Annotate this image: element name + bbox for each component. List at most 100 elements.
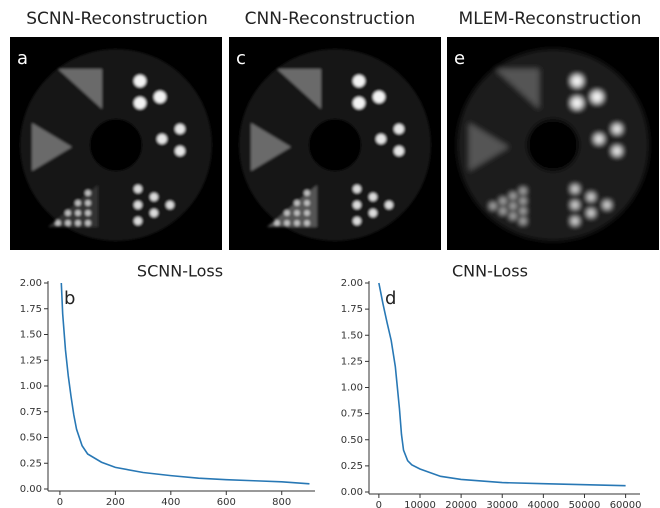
phantom-dot <box>150 209 158 217</box>
phantom-dot <box>510 213 516 219</box>
phantom-dot <box>134 185 142 193</box>
phantom-dot <box>353 201 361 209</box>
y-tick-label: 0.75 <box>20 407 42 418</box>
phantom-dot <box>591 91 603 103</box>
phantom-dot <box>175 124 185 134</box>
phantom-dot <box>353 97 365 109</box>
phantom-dot <box>520 198 526 204</box>
image-title: MLEM-Reconstruction <box>459 9 642 29</box>
phantom-dot <box>571 217 579 225</box>
phantom-dot <box>394 146 404 156</box>
phantom-dot <box>294 220 300 226</box>
phantom-dot <box>376 134 386 144</box>
phantom <box>457 49 649 241</box>
figure: SCNN-Reconstruction a CNN-Reconstruction c M… <box>0 0 660 508</box>
phantom-dot <box>510 193 516 199</box>
phantom-dot <box>353 75 365 87</box>
phantom-dot <box>490 203 496 209</box>
phantom-core <box>527 119 579 171</box>
y-tick-label: 1.75 <box>341 304 363 315</box>
y-tick-label: 0.50 <box>341 435 363 446</box>
phantom-dot <box>587 193 595 201</box>
phantom-dot <box>612 146 622 156</box>
phantom-dot <box>150 193 158 201</box>
phantom-dot <box>594 134 604 144</box>
loss-line <box>379 283 626 486</box>
panel-label: b <box>64 288 75 309</box>
panel-label: e <box>454 48 465 69</box>
y-tick-label: 1.00 <box>20 381 42 392</box>
phantom-dot <box>500 198 506 204</box>
phantom-dot <box>304 190 310 196</box>
phantom-dot <box>353 217 361 225</box>
phantom-dot <box>65 220 71 226</box>
phantom-dot <box>65 210 71 216</box>
chart-title: SCNN-Loss <box>137 262 223 281</box>
y-tick-label: 1.00 <box>341 383 363 394</box>
phantom-dot <box>134 75 146 87</box>
x-tick-label: 40000 <box>527 500 559 508</box>
phantom <box>20 49 212 241</box>
phantom-dot <box>500 208 506 214</box>
panel-label: c <box>236 48 246 69</box>
phantom-dot <box>373 91 385 103</box>
phantom-dot <box>284 220 290 226</box>
phantom-dot <box>369 193 377 201</box>
phantom-dot <box>134 217 142 225</box>
phantom-dot <box>520 188 526 194</box>
y-tick-label: 1.25 <box>341 356 363 367</box>
phantom-dot <box>85 190 91 196</box>
y-tick-label: 2.00 <box>20 278 42 289</box>
x-tick-label: 600 <box>217 497 236 508</box>
y-tick-label: 0.25 <box>20 458 42 469</box>
y-tick-label: 2.00 <box>341 278 363 289</box>
x-tick-label: 200 <box>106 497 125 508</box>
x-tick-label: 50000 <box>569 500 601 508</box>
x-tick-label: 0 <box>57 497 63 508</box>
x-tick-label: 60000 <box>610 500 642 508</box>
panel-label: a <box>17 48 28 69</box>
phantom-dot <box>571 97 583 109</box>
phantom-dot <box>85 220 91 226</box>
phantom-dot <box>304 210 310 216</box>
phantom-dot <box>520 218 526 224</box>
phantom-dot <box>175 146 185 156</box>
phantom-dot <box>385 201 393 209</box>
x-tick-label: 10000 <box>404 500 436 508</box>
y-tick-label: 0.00 <box>20 484 42 495</box>
phantom-dot <box>294 200 300 206</box>
x-tick-label: 0 <box>376 500 382 508</box>
phantom-dot <box>134 201 142 209</box>
phantom-dot <box>55 220 61 226</box>
y-tick-label: 0.00 <box>341 487 363 498</box>
y-tick-label: 1.50 <box>341 330 363 341</box>
phantom-dot <box>304 200 310 206</box>
phantom-dot <box>353 185 361 193</box>
phantom-dot <box>571 185 579 193</box>
phantom-dot <box>394 124 404 134</box>
phantom-dot <box>369 209 377 217</box>
phantom-dot <box>571 201 579 209</box>
x-tick-label: 30000 <box>486 500 518 508</box>
phantom-dot <box>75 210 81 216</box>
y-tick-label: 1.75 <box>20 304 42 315</box>
phantom-dot <box>612 124 622 134</box>
phantom-dot <box>75 200 81 206</box>
y-tick-label: 1.25 <box>20 355 42 366</box>
phantom-dot <box>134 97 146 109</box>
phantom-dot <box>520 208 526 214</box>
phantom-dot <box>294 210 300 216</box>
phantom-dot <box>304 220 310 226</box>
y-tick-label: 0.25 <box>341 461 363 472</box>
phantom-core <box>90 119 142 171</box>
phantom-dot <box>157 134 167 144</box>
image-title: CNN-Reconstruction <box>245 9 416 29</box>
loss-line <box>61 283 309 484</box>
chart-title: CNN-Loss <box>452 262 528 281</box>
phantom-dot <box>85 200 91 206</box>
y-tick-label: 0.75 <box>341 409 363 420</box>
phantom-dot <box>571 75 583 87</box>
panel-label: d <box>385 288 396 309</box>
image-title: SCNN-Reconstruction <box>26 9 207 29</box>
phantom-core <box>309 119 361 171</box>
